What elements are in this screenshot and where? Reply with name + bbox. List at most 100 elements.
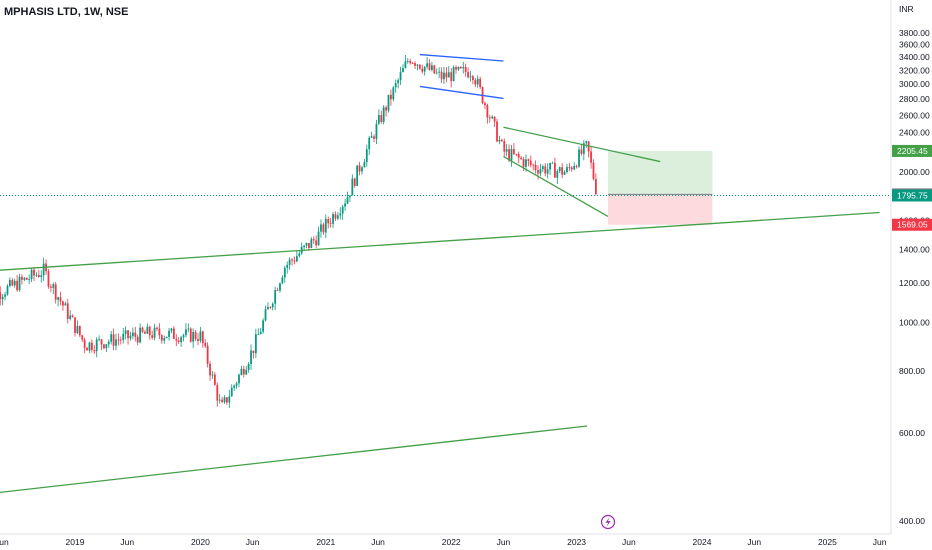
candle-body <box>573 166 576 170</box>
candle-body <box>315 240 318 246</box>
trendline-channel-bottom[interactable] <box>419 85 504 100</box>
candle-body <box>286 264 289 268</box>
candle-body <box>153 327 156 338</box>
trendline-lower-support[interactable] <box>0 425 588 495</box>
trendline-long-support[interactable] <box>0 211 880 272</box>
candle-body <box>370 136 373 138</box>
candle-body <box>25 277 28 280</box>
candle-body <box>201 331 204 343</box>
candle-body <box>445 72 448 78</box>
candle-body <box>47 271 50 287</box>
candle-body <box>230 387 233 397</box>
price-tick-label: 3200.00 <box>899 65 930 75</box>
trendlines[interactable] <box>0 53 880 495</box>
candle-body <box>426 63 428 67</box>
candle-body <box>375 123 378 139</box>
candle-body <box>139 327 142 343</box>
candle-body <box>580 149 583 154</box>
candle-body <box>33 269 35 276</box>
time-tick-label: 2019 <box>66 537 85 547</box>
candle-body <box>570 167 573 170</box>
candle-body <box>0 292 2 300</box>
candle-body <box>592 162 595 179</box>
candle-body <box>8 280 11 286</box>
candle-body <box>556 171 559 178</box>
candle-body <box>551 162 554 164</box>
price-tick-label: 2400.00 <box>899 128 930 138</box>
candle-body <box>262 320 264 332</box>
candle-body <box>252 350 255 354</box>
candle-body <box>476 78 479 85</box>
time-tick-label: Jun <box>120 537 134 547</box>
candle-body <box>158 328 161 336</box>
candle-body <box>206 345 209 364</box>
candle-body <box>450 72 453 82</box>
candle-body <box>416 64 419 66</box>
time-tick-label: 2022 <box>442 537 461 547</box>
candle-body <box>242 368 245 375</box>
candle-body <box>390 94 392 100</box>
time-tick-label: 2023 <box>567 537 586 547</box>
candle-body <box>303 245 305 248</box>
candle-body <box>324 218 327 233</box>
candle-body <box>129 335 132 339</box>
candle-body <box>117 339 120 341</box>
candle-body <box>508 149 510 161</box>
candle-body <box>421 68 424 72</box>
candle-body <box>467 72 469 78</box>
candle-body <box>115 339 117 346</box>
candle-body <box>464 67 467 73</box>
candle-body <box>525 159 527 167</box>
candle-body <box>274 290 277 304</box>
time-tick-label: Jun <box>622 537 636 547</box>
candle-body <box>322 224 325 233</box>
time-axis[interactable]: Jun 2019 Jun 2020 Jun 2021 Jun 2022 Jun 2023 Jun 20… <box>0 537 887 547</box>
candle-body <box>279 283 281 291</box>
candle-body <box>105 344 108 349</box>
candle-body <box>414 63 416 66</box>
candle-body <box>404 61 407 68</box>
candle-body <box>42 263 45 276</box>
lightning-icon[interactable] <box>600 514 616 530</box>
price-badge <box>892 218 932 231</box>
candle-body <box>21 276 23 280</box>
candle-body <box>122 333 125 340</box>
candle-body <box>182 335 185 338</box>
candle-body <box>435 72 438 74</box>
candle-body <box>532 164 535 166</box>
candle-body <box>35 274 38 276</box>
price-tick-label: 600.00 <box>899 428 925 438</box>
candle-body <box>522 159 525 167</box>
candle-body <box>259 331 262 335</box>
profit-zone <box>607 150 713 195</box>
candle-body <box>257 334 260 335</box>
price-tick-label: 3600.00 <box>899 40 930 50</box>
candle-body <box>438 71 441 73</box>
candle-body <box>505 149 508 152</box>
candle-body <box>98 339 101 341</box>
price-tick-label: 1400.00 <box>899 244 930 254</box>
candle-body <box>457 66 460 70</box>
price-badge-label: 1795.75 <box>897 190 928 200</box>
candle-body <box>310 239 313 248</box>
candle-body <box>52 284 55 288</box>
candle-body <box>503 141 506 152</box>
candle-body <box>127 330 129 339</box>
candle-body <box>76 325 79 333</box>
trendline-wedge-top[interactable] <box>503 126 661 163</box>
candle-body <box>177 340 180 343</box>
candle-body <box>553 162 556 178</box>
candle-body <box>213 374 216 385</box>
candle-body <box>11 280 14 286</box>
candle-body <box>23 277 26 280</box>
candle-body <box>479 78 482 88</box>
trendline-wedge-bottom[interactable] <box>503 155 609 218</box>
candle-body <box>566 167 568 173</box>
loss-zone <box>607 194 713 225</box>
price-badge-label: 1569.05 <box>897 220 928 230</box>
trendline-channel-top[interactable] <box>419 53 504 62</box>
long-position-tool[interactable] <box>0 150 891 225</box>
candle-body <box>317 231 320 246</box>
candle-body <box>541 166 544 170</box>
